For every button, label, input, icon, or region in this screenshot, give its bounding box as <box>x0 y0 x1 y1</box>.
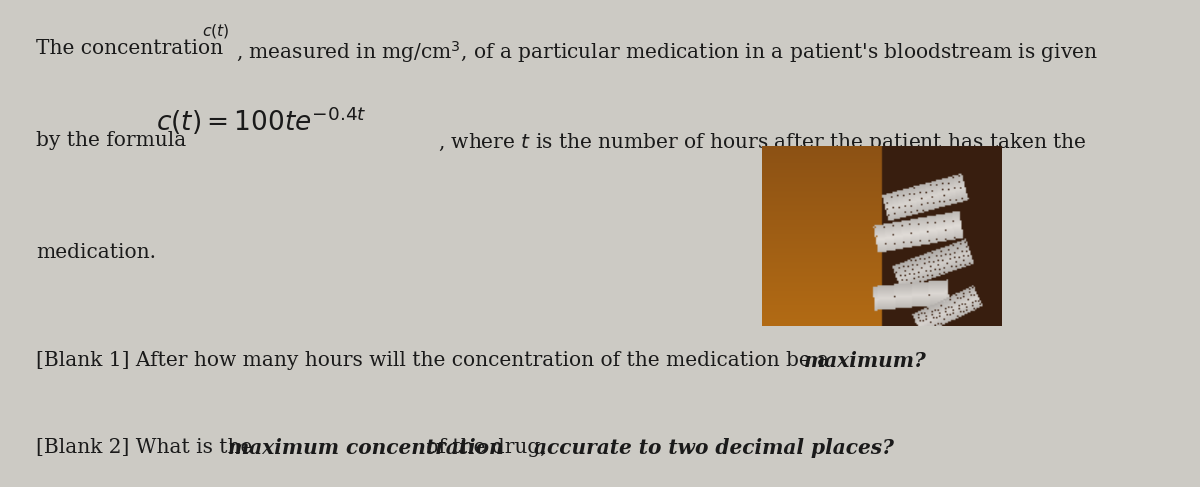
Text: , measured in mg/cm$^3$, of a particular medication in a patient's bloodstream i: , measured in mg/cm$^3$, of a particular… <box>236 39 1098 65</box>
Text: [Blank 1] After how many hours will the concentration of the medication be a: [Blank 1] After how many hours will the … <box>36 351 835 370</box>
Text: [Blank 2] What is the: [Blank 2] What is the <box>36 438 259 457</box>
Text: maximum concentration: maximum concentration <box>228 438 504 458</box>
Text: $c(t) = 100te^{-0.4t}$: $c(t) = 100te^{-0.4t}$ <box>156 105 366 137</box>
Text: accurate to two decimal places?: accurate to two decimal places? <box>534 438 894 458</box>
Text: of the drug,: of the drug, <box>420 438 553 457</box>
Text: The concentration: The concentration <box>36 39 229 58</box>
Text: , where $t$ is the number of hours after the patient has taken the: , where $t$ is the number of hours after… <box>438 131 1086 154</box>
Text: medication.: medication. <box>36 244 156 262</box>
Text: $c(t)$: $c(t)$ <box>202 22 229 40</box>
Text: by the formula: by the formula <box>36 131 186 150</box>
Text: maximum?: maximum? <box>804 351 926 371</box>
